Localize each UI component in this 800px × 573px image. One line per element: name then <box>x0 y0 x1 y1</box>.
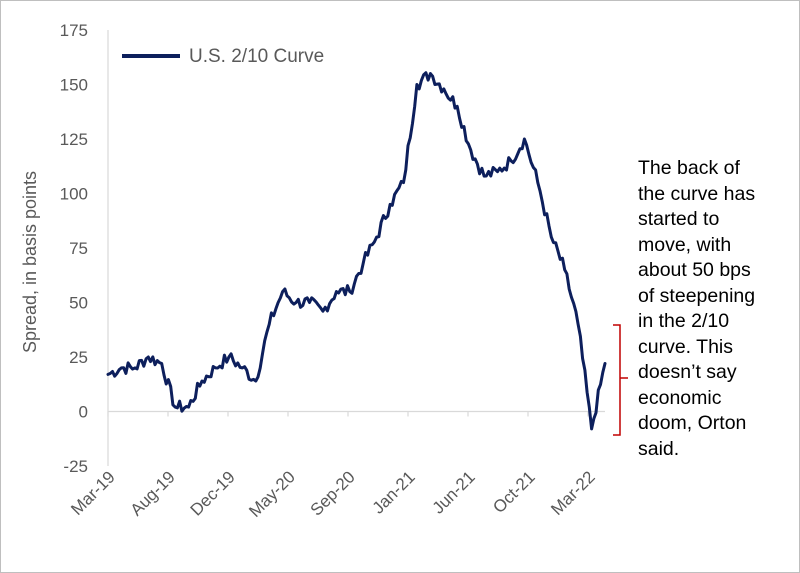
y-tick-label: -25 <box>63 457 88 476</box>
x-axis-ticks: Mar-19 Aug-19 Dec-19 May-20 Sep-20 Jan-21 Jun-… <box>67 411 599 521</box>
x-tick-label: Jun-21 <box>429 467 479 517</box>
y-tick-label: 25 <box>69 348 88 367</box>
annotation-bracket <box>613 324 628 436</box>
x-tick-label: Mar-22 <box>547 467 599 519</box>
annotation-text: The back of the curve has started to mov… <box>638 157 756 460</box>
y-axis-ticks: -25 0 25 50 75 100 125 150 175 <box>60 21 88 476</box>
y-tick-label: 50 <box>69 294 88 313</box>
legend: U.S. 2/10 Curve <box>122 46 324 67</box>
y-tick-label: 75 <box>69 239 88 258</box>
y-tick-label: 125 <box>60 130 88 149</box>
legend-label: U.S. 2/10 Curve <box>189 46 324 67</box>
x-tick-label: Dec-19 <box>187 467 239 519</box>
y-tick-label: 100 <box>60 185 88 204</box>
y-tick-label: 175 <box>60 21 88 40</box>
x-tick-label: Jan-21 <box>369 467 419 517</box>
x-tick-label: Aug-19 <box>127 467 179 519</box>
x-tick-label: Oct-21 <box>489 467 539 517</box>
y-tick-label: 150 <box>60 76 88 95</box>
y-tick-label: 0 <box>79 403 88 422</box>
x-tick-label: May-20 <box>245 467 299 521</box>
series-line-us-2-10-curve <box>106 71 607 431</box>
x-tick-label: Sep-20 <box>307 467 359 519</box>
y-axis-label: Spread, in basis points <box>20 171 40 353</box>
